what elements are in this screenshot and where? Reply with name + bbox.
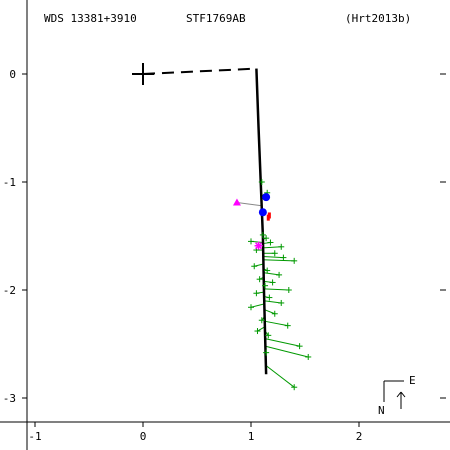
residual-line	[262, 256, 284, 259]
orbit-layer	[132, 63, 268, 375]
speckle-point	[258, 208, 267, 217]
compass-arrow-icon	[396, 391, 406, 409]
compass-east-label: E	[409, 374, 416, 387]
residual-line	[262, 246, 282, 249]
residual-line	[264, 320, 288, 327]
orbit-reference: (Hrt2013b)	[345, 12, 411, 25]
y-tick-label: -3	[3, 392, 16, 405]
pair-name: STF1769AB	[186, 12, 246, 25]
node-line	[142, 67, 257, 75]
x-tick-label: 1	[248, 430, 255, 443]
residual-line	[263, 308, 275, 315]
x-tick-label: 0	[140, 430, 147, 443]
y-tick-label: 0	[9, 68, 16, 81]
axis-ticks: -1 0 1 2 0 -1 -2 -3	[3, 68, 446, 443]
residual-line	[250, 303, 265, 308]
compass: E N	[378, 374, 416, 417]
y-tick-label: -1	[3, 176, 16, 189]
special-triangle-point	[232, 198, 241, 206]
speckle-point	[262, 193, 271, 202]
highlight-mark	[266, 214, 270, 221]
residual-line	[236, 202, 262, 207]
y-tick-label: -2	[3, 284, 16, 297]
residual-line	[265, 365, 295, 388]
residual-line	[264, 338, 300, 347]
x-tick-label: 2	[356, 430, 363, 443]
x-tick-label: -1	[28, 430, 41, 443]
compass-north-label: N	[378, 404, 385, 417]
residual-line	[263, 288, 289, 291]
special-star-point	[255, 242, 263, 250]
wds-designation: WDS 13381+3910	[44, 12, 137, 25]
residual-line	[264, 345, 309, 358]
residual-line	[262, 259, 295, 262]
observation-markers	[232, 179, 312, 391]
